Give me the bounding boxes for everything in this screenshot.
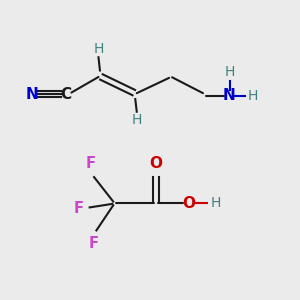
Text: O: O — [182, 196, 195, 211]
Text: F: F — [89, 236, 99, 251]
Text: C: C — [61, 87, 72, 102]
Text: N: N — [223, 88, 236, 103]
Text: F: F — [86, 156, 96, 171]
Text: H: H — [93, 42, 104, 56]
Text: H: H — [132, 112, 142, 127]
Text: O: O — [149, 156, 162, 171]
Text: H: H — [210, 196, 221, 210]
Text: H: H — [247, 88, 257, 103]
Text: F: F — [74, 201, 84, 216]
Text: N: N — [26, 87, 39, 102]
Text: H: H — [224, 65, 235, 79]
